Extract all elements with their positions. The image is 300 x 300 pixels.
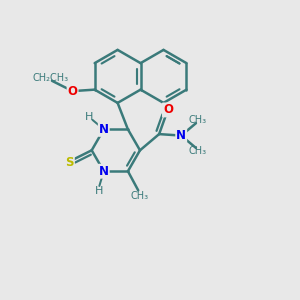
Text: CH₃: CH₃ bbox=[188, 146, 206, 157]
Text: N: N bbox=[176, 129, 186, 142]
Text: H: H bbox=[95, 186, 103, 196]
Text: O: O bbox=[68, 85, 78, 98]
Text: CH₃: CH₃ bbox=[188, 115, 206, 125]
Text: N: N bbox=[99, 123, 109, 136]
Text: O: O bbox=[163, 103, 173, 116]
Text: S: S bbox=[65, 156, 74, 169]
Text: CH₂CH₃: CH₂CH₃ bbox=[32, 73, 69, 83]
Text: N: N bbox=[99, 165, 109, 178]
Text: H: H bbox=[85, 112, 93, 122]
Text: CH₃: CH₃ bbox=[130, 190, 149, 201]
